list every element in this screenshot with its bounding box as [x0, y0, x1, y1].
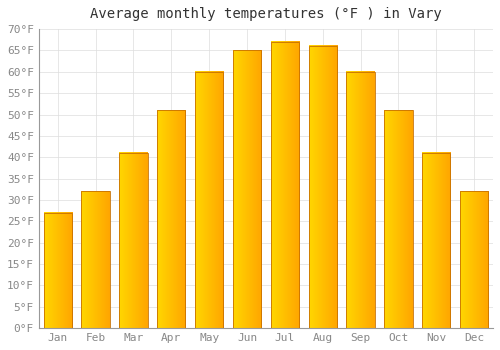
Title: Average monthly temperatures (°F ) in Vary: Average monthly temperatures (°F ) in Va…	[90, 7, 442, 21]
